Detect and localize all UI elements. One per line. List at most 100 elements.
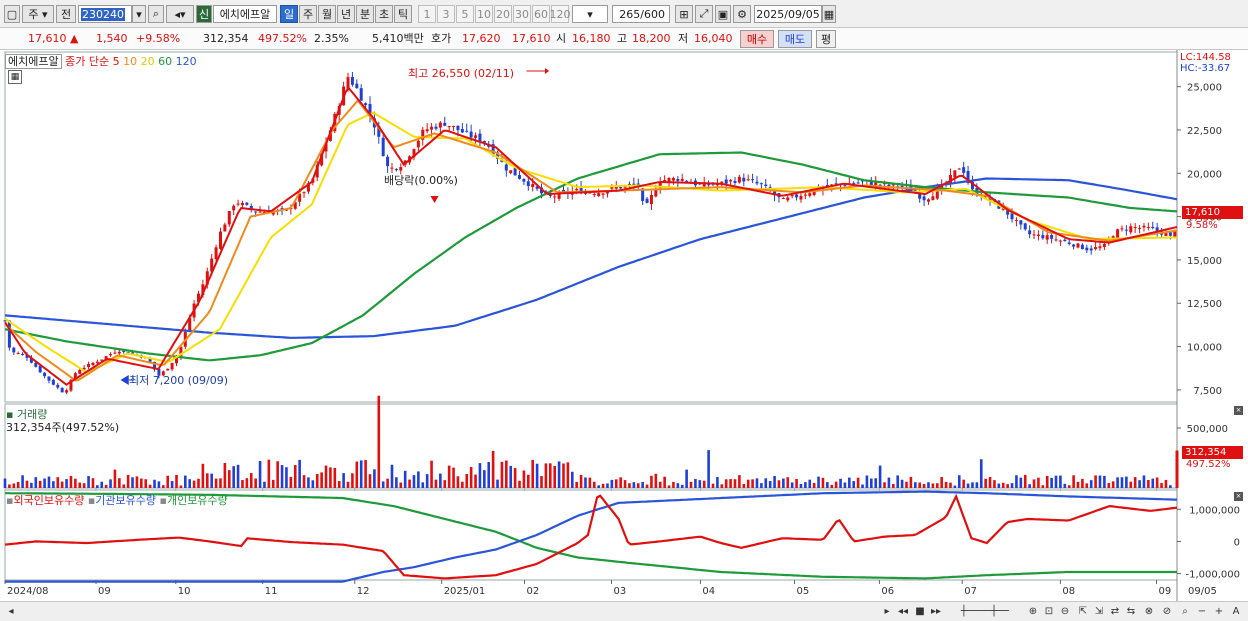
volume-bar [887, 477, 891, 488]
period-tab-2[interactable]: 월 [318, 5, 336, 23]
candle-body [531, 184, 535, 188]
interval-dropdown[interactable]: ▾ [572, 5, 608, 23]
candle-body [100, 359, 104, 361]
eval-button[interactable]: 평 [816, 30, 836, 48]
prev-tab[interactable]: 전 [56, 5, 76, 23]
open-price: 16,180 [572, 32, 611, 45]
candle-body [78, 369, 82, 374]
period-tab-1[interactable]: 주 [299, 5, 317, 23]
scale-icon[interactable]: ⤢ [695, 5, 713, 23]
interval-1[interactable]: 3 [437, 5, 455, 23]
holding-close-icon[interactable]: × [1234, 492, 1243, 501]
legend-ma20: 20 [140, 55, 155, 68]
tool-a-icon[interactable]: ⇱ [1078, 606, 1088, 617]
hoga-label: 호가 [431, 32, 452, 45]
volume-bar [293, 465, 297, 488]
date-field[interactable]: 2025/09/05 [754, 5, 822, 23]
stock-code-input[interactable]: 230240 [78, 5, 132, 23]
volume-bar [694, 479, 697, 488]
candle-body [1129, 226, 1133, 233]
volume-bar [676, 483, 680, 488]
crosshair-icon[interactable]: ⊞ [675, 5, 693, 23]
candle-body [654, 190, 658, 197]
count-field[interactable]: 265/600 [612, 5, 670, 23]
volume-bar [1023, 474, 1027, 488]
interval-3[interactable]: 10 [475, 5, 493, 23]
calendar-icon[interactable]: ▦ [822, 5, 836, 23]
interval-4[interactable]: 20 [494, 5, 512, 23]
volume-bar [188, 479, 191, 488]
minus-icon[interactable]: − [1197, 606, 1207, 617]
stop-icon[interactable]: ■ [915, 606, 925, 617]
zoom-fit-icon[interactable]: ⊡ [1044, 606, 1054, 617]
gear-icon[interactable]: ⚙ [733, 5, 751, 23]
scroll-left-icon[interactable]: ◂ [8, 606, 14, 617]
tool-d-icon[interactable]: ⇆ [1126, 606, 1136, 617]
period-tab-6[interactable]: 틱 [394, 5, 412, 23]
turnover-rate: 2.35% [314, 32, 349, 45]
chart-area[interactable]: 25,00022,50020,00017,50015,00012,50010,0… [0, 50, 1248, 601]
ma60-line [4, 151, 1178, 362]
code-dropdown-icon[interactable]: ▾ [132, 5, 146, 23]
candle-body [663, 179, 667, 183]
scroll-right-icon[interactable]: ▸ [884, 606, 890, 617]
volume-bar [795, 479, 798, 488]
tool-b-icon[interactable]: ⇲ [1094, 606, 1104, 617]
volume-close-icon[interactable]: × [1234, 406, 1243, 415]
font-size-icon[interactable]: A [1232, 606, 1240, 617]
zoom-slider[interactable]: ┼────┼── [960, 606, 1010, 617]
volume-bar [597, 485, 600, 488]
menu-icon[interactable]: ▢ [4, 5, 20, 23]
volume-bar [1041, 485, 1045, 488]
volume-bar [135, 476, 139, 488]
forward-icon[interactable]: ▸▸ [930, 606, 942, 617]
market-select[interactable]: 주 ▾ [22, 5, 54, 23]
period-tab-4[interactable]: 분 [356, 5, 374, 23]
volume-bar [663, 476, 666, 488]
candle-body [948, 175, 952, 184]
volume-bar [1125, 476, 1128, 488]
volume-bar [544, 463, 548, 488]
interval-6[interactable]: 60 [532, 5, 550, 23]
plus-icon[interactable]: + [1214, 606, 1224, 617]
candle-body [474, 135, 478, 138]
search-icon[interactable]: ⌕ [148, 5, 164, 23]
zoom-out-icon[interactable]: ⊖ [1060, 606, 1070, 617]
interval-0[interactable]: 1 [418, 5, 436, 23]
interval-5[interactable]: 30 [513, 5, 531, 23]
high-label: 고 [617, 32, 628, 45]
volume-bar [60, 481, 64, 488]
rewind-icon[interactable]: ◂◂ [897, 606, 909, 617]
search-chart-icon[interactable]: ⌕ [1182, 606, 1188, 617]
candle-body [430, 126, 434, 130]
candle-body [302, 192, 306, 194]
zoom-in-icon[interactable]: ⊕ [1028, 606, 1038, 617]
interval-7[interactable]: 120 [550, 5, 571, 23]
interval-2[interactable]: 5 [456, 5, 474, 23]
calculator-icon[interactable]: ▦ [8, 70, 22, 84]
legend-ma10: 10 [123, 55, 138, 68]
period-tab-3[interactable]: 년 [337, 5, 355, 23]
tool-f-icon[interactable]: ⊘ [1162, 606, 1172, 617]
period-tab-5[interactable]: 초 [375, 5, 393, 23]
volume-bar [478, 463, 482, 488]
volume-bar [351, 473, 354, 488]
period-tab-0[interactable]: 일 [280, 5, 298, 23]
candle-body [504, 164, 508, 171]
save-icon[interactable]: ▣ [715, 5, 731, 23]
sound-icon[interactable]: ◂▾ [166, 5, 194, 23]
volume-bar [280, 465, 284, 488]
sell-button[interactable]: 매도 [778, 30, 812, 48]
tool-e-icon[interactable]: ⊗ [1144, 606, 1154, 617]
volume-bar [760, 483, 763, 488]
holding-axis-label-0: 1,000,000 [1189, 505, 1240, 516]
buy-button[interactable]: 매수 [740, 30, 774, 48]
volume-bar [1094, 475, 1097, 488]
tool-c-icon[interactable]: ⇄ [1110, 606, 1120, 617]
candle-body [16, 353, 20, 355]
candle-body [65, 390, 69, 393]
volume-bar [834, 481, 838, 488]
volume-bar [43, 478, 46, 488]
volume-bar [592, 481, 596, 488]
panel-frame-0 [4, 51, 1178, 403]
